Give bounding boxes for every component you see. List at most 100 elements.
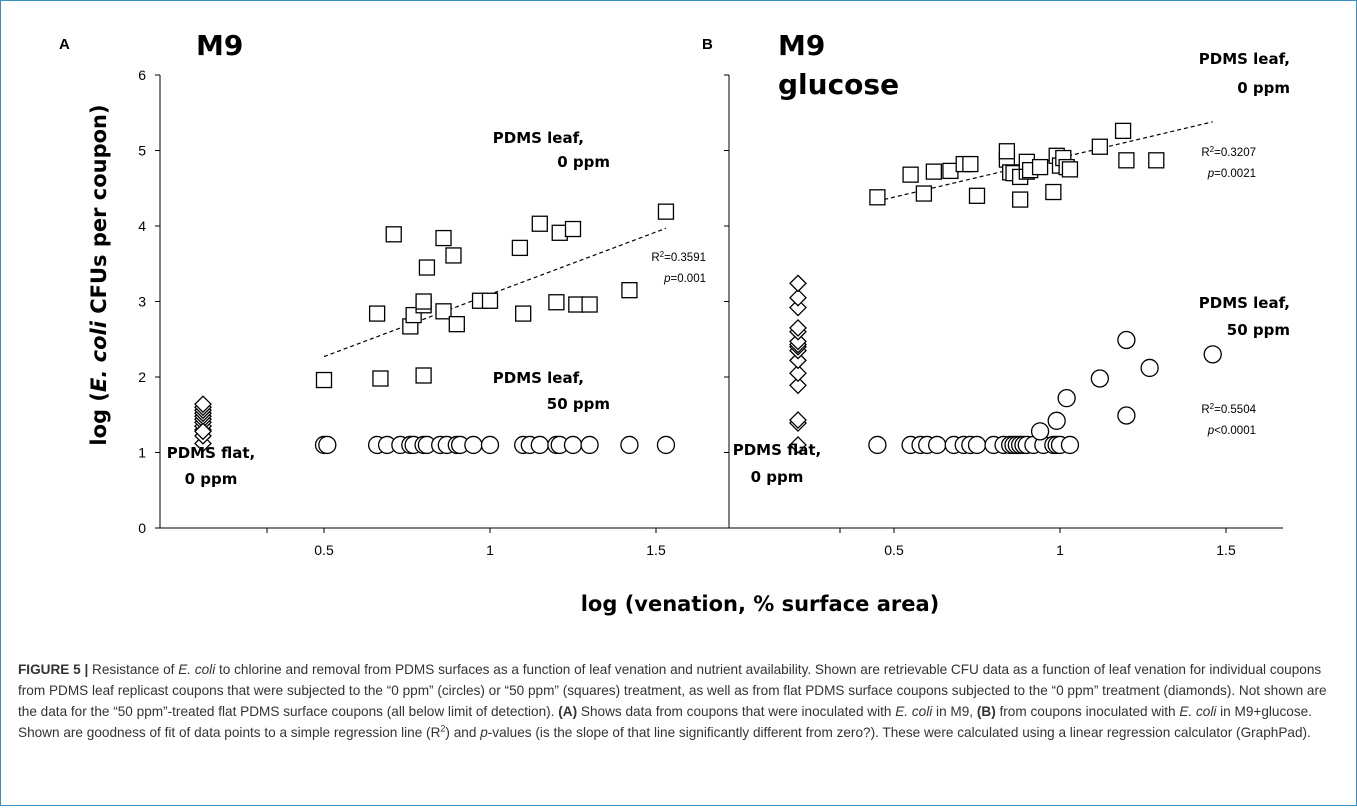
trendline <box>877 121 1213 202</box>
data-point-diamond <box>789 288 807 307</box>
data-point-circle <box>464 435 483 455</box>
data-point-diamond <box>789 351 807 370</box>
annotation-r2: R2=0.3207 <box>1201 145 1256 159</box>
data-point-square <box>1012 191 1029 208</box>
data-point-circle <box>563 435 583 455</box>
data-point-square <box>1091 138 1108 155</box>
panel-letter: A <box>59 36 70 53</box>
data-point-circle <box>1117 330 1136 350</box>
annotation2-p: p<0.0001 <box>1207 425 1256 437</box>
data-point-square <box>657 203 675 220</box>
data-point-square <box>435 229 452 247</box>
series-label: PDMS flat, <box>167 444 256 462</box>
data-point-circle <box>1030 422 1050 441</box>
panel-a: 0 1 2 3 4 5 6 0.5 1 1.5 A M9 PDMS leaf, 0 ppm PDMS lea… <box>59 29 730 558</box>
panel-b: 0.5 1 1.5 B M9 glucose PDMS leaf, 0 ppm PDMS lea… <box>702 29 1290 558</box>
data-point-square <box>435 303 452 320</box>
data-point-circle <box>1140 358 1159 378</box>
data-point-square <box>902 166 919 183</box>
series-label: 50 ppm <box>1227 321 1290 339</box>
data-point-square <box>448 315 465 333</box>
panel-title: M9 <box>778 29 825 62</box>
data-point-square <box>548 294 565 311</box>
x-tick-label: 1.5 <box>1216 542 1236 558</box>
data-point-circle <box>1090 369 1109 388</box>
data-point-square <box>915 185 933 202</box>
data-point-square <box>418 259 436 276</box>
data-point-diamond <box>789 411 807 429</box>
y-tick-label: 5 <box>138 143 146 159</box>
series-label: PDMS leaf, <box>493 369 584 387</box>
y-tick-label: 1 <box>138 445 146 461</box>
data-point-diamond <box>789 319 807 337</box>
data-point-diamond <box>194 395 212 414</box>
data-point-square <box>1148 152 1165 169</box>
data-point-circle <box>318 435 337 455</box>
data-point-square <box>1118 152 1135 169</box>
data-point-square <box>1031 158 1049 176</box>
data-point-circle <box>1057 388 1076 408</box>
data-point-circle <box>928 435 947 455</box>
y-tick-label: 3 <box>138 294 146 310</box>
data-point-diamond <box>194 422 212 441</box>
data-point-square <box>1061 161 1079 178</box>
data-point-circle <box>656 435 676 455</box>
data-point-circle <box>1117 406 1136 425</box>
data-point-square <box>481 292 499 309</box>
figure-chart: 0 1 2 3 4 5 6 0.5 1 1.5 A M9 PDMS leaf, 0 ppm PDMS lea… <box>59 29 1290 616</box>
y-tick-label: 4 <box>138 218 146 234</box>
data-point-diamond <box>789 298 807 317</box>
data-point-square <box>968 187 986 204</box>
caption-figure-label: FIGURE 5 | <box>18 662 89 677</box>
data-point-diamond <box>789 332 807 351</box>
data-point-square <box>385 226 402 243</box>
x-tick-label: 0.5 <box>884 542 904 558</box>
data-point-square <box>372 370 389 387</box>
series-label: PDMS leaf, <box>1199 50 1290 68</box>
panel-letter: B <box>702 36 713 53</box>
data-point-square <box>1045 183 1062 201</box>
series-label: 0 ppm <box>1237 79 1290 97</box>
series-label: 0 ppm <box>557 153 610 171</box>
data-point-square <box>445 247 462 264</box>
x-tick-label: 0.5 <box>314 542 334 558</box>
data-point-diamond <box>789 274 807 293</box>
data-point-circle <box>480 435 500 455</box>
data-point-square <box>368 305 386 322</box>
data-point-circle <box>580 435 599 455</box>
data-point-square <box>581 296 598 313</box>
data-point-circle <box>967 435 987 455</box>
data-point-square <box>869 189 886 206</box>
data-point-circle <box>620 435 639 455</box>
annotation2-r2: R2=0.5504 <box>1201 402 1256 416</box>
series-label: 0 ppm <box>751 468 804 486</box>
series-label: PDMS leaf, <box>1199 294 1290 312</box>
data-point-square <box>621 282 638 299</box>
annotation-p: p=0.001 <box>663 273 706 285</box>
x-tick-label: 1 <box>486 542 494 558</box>
annotation-p: p=0.0021 <box>1207 168 1256 180</box>
data-point-square <box>415 293 432 310</box>
x-axis-label: log (venation, % surface area) <box>581 592 940 616</box>
data-point-square <box>415 367 432 384</box>
data-point-square <box>515 305 532 322</box>
data-point-square <box>511 239 529 257</box>
data-point-circle <box>1047 411 1066 430</box>
data-point-circle <box>1203 345 1222 364</box>
data-point-diamond <box>789 376 807 395</box>
y-axis-label: log (E. coli CFUs per coupon) <box>87 104 111 445</box>
y-tick-label: 2 <box>138 369 146 385</box>
figure-caption: FIGURE 5 | Resistance of E. coli to chlo… <box>18 662 1327 740</box>
series-label: PDMS leaf, <box>493 129 584 147</box>
data-point-circle <box>1060 435 1080 455</box>
panel-title-line2: glucose <box>778 68 899 101</box>
data-point-circle <box>530 435 549 455</box>
series-label: 50 ppm <box>547 395 610 413</box>
data-point-circle <box>868 435 887 455</box>
data-point-square <box>564 220 582 238</box>
trendline <box>323 227 667 358</box>
data-point-square <box>998 143 1016 160</box>
data-point-square <box>531 215 548 232</box>
data-point-diamond <box>789 436 807 454</box>
x-tick-label: 1.5 <box>646 542 666 558</box>
